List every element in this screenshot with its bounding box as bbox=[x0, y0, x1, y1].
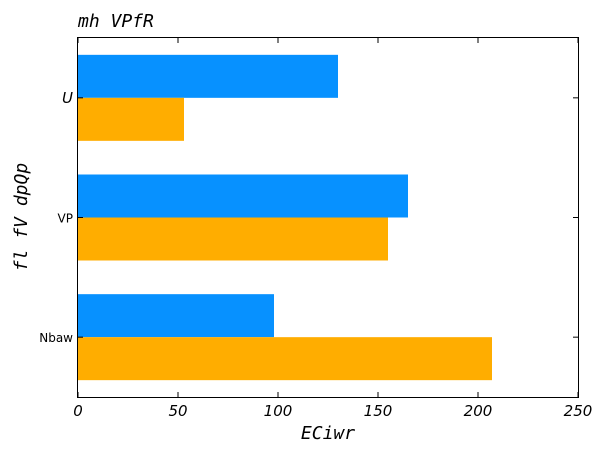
bar-VP-series-1 bbox=[78, 174, 408, 218]
category-label-Nbaw: Nbaw bbox=[39, 331, 73, 345]
category-label-VP: VP bbox=[58, 212, 73, 226]
category-label-U: U bbox=[62, 89, 73, 107]
x-axis-ticks: 0 50 100 150 200 250 bbox=[73, 38, 592, 420]
bar-U-series-1 bbox=[78, 54, 338, 98]
x-tick-label: 200 bbox=[464, 402, 493, 420]
x-tick-label: 250 bbox=[564, 402, 593, 420]
x-tick-label: 50 bbox=[168, 402, 187, 420]
bar-Nbaw-series-1 bbox=[78, 294, 274, 338]
y-axis-ticks: U VP Nbaw bbox=[39, 89, 578, 345]
plot-frame bbox=[77, 37, 579, 398]
x-tick-label: 0 bbox=[73, 402, 83, 420]
x-axis-label: ECiwr bbox=[301, 423, 355, 444]
bars-group bbox=[78, 54, 492, 381]
bar-Nbaw-series-2 bbox=[78, 337, 492, 381]
x-tick-label: 150 bbox=[364, 402, 393, 420]
x-tick-label: 100 bbox=[264, 402, 293, 420]
bar-VP-series-2 bbox=[78, 217, 388, 261]
bar-U-series-2 bbox=[78, 97, 184, 141]
chart-title: mh VPfR bbox=[77, 11, 154, 32]
y-axis-label: fl fV dpQp bbox=[11, 163, 32, 271]
